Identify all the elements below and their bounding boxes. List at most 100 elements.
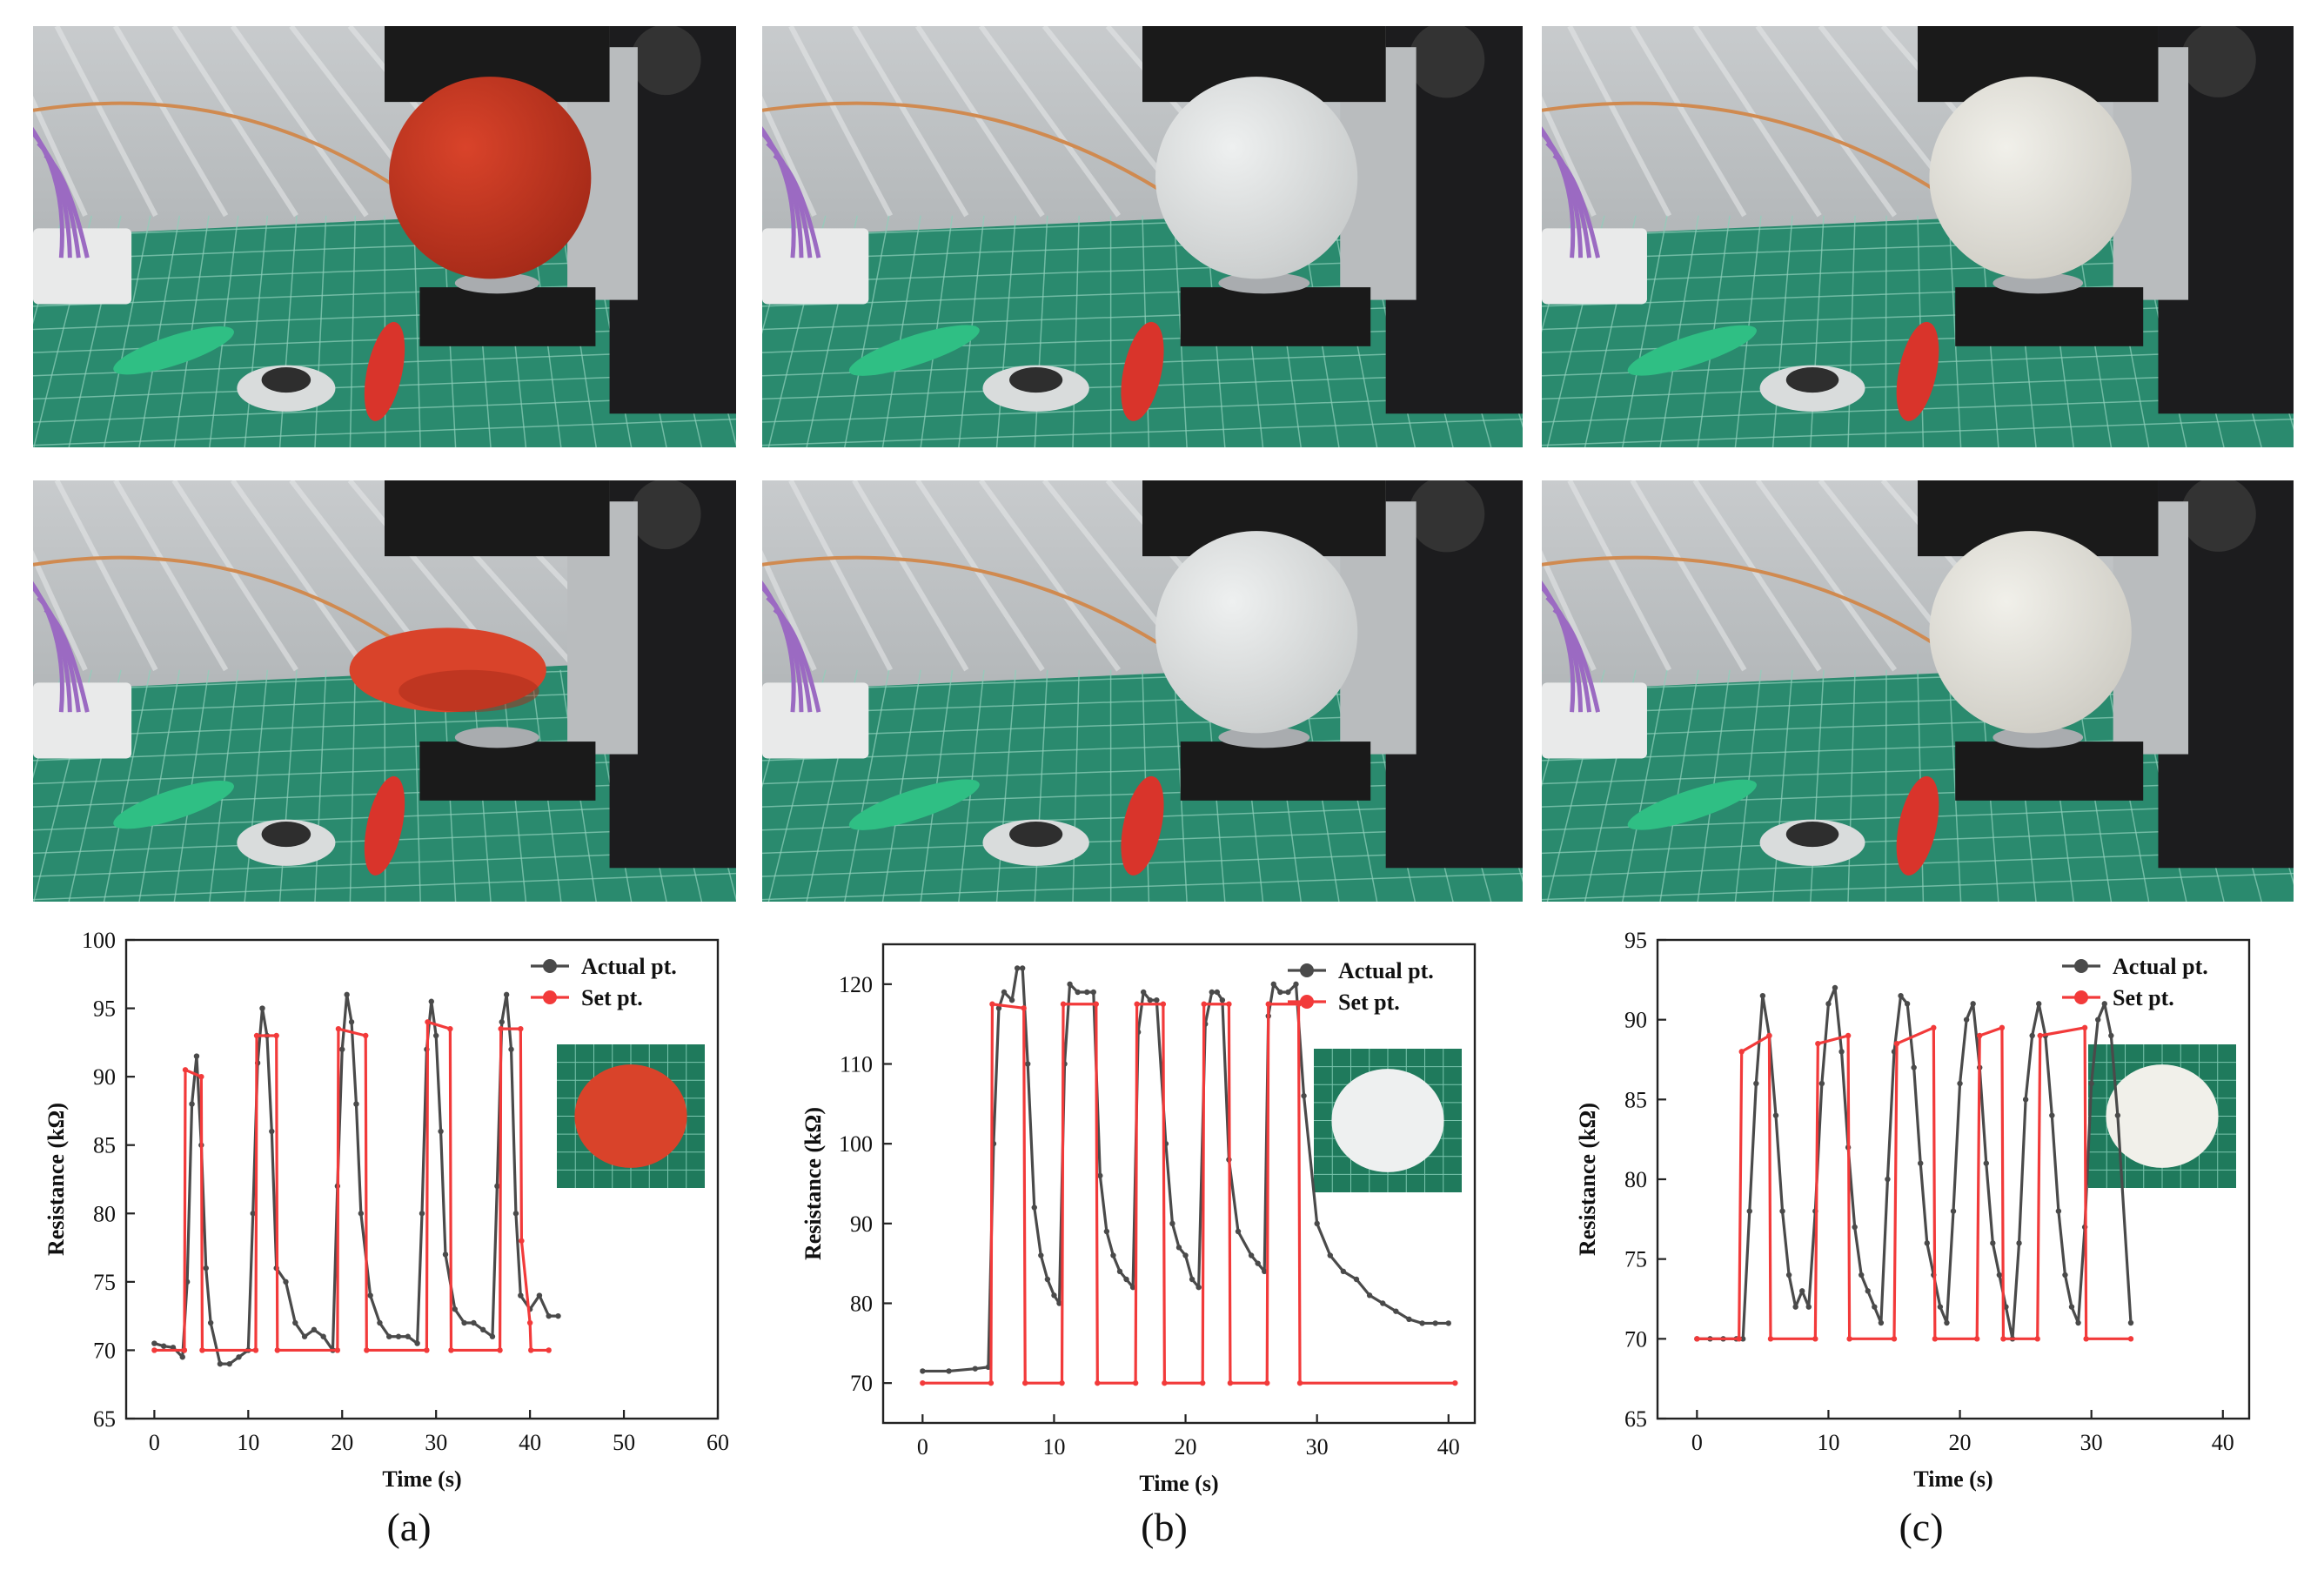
photo-a-top-svg [33, 26, 736, 447]
chart-1-series-0-point [1056, 1300, 1062, 1306]
pct-mat-gridline [1847, 215, 1856, 447]
pbt-gripper-wheel [1408, 26, 1485, 98]
chart-0-series-0-point [479, 1326, 486, 1333]
chart-0-series-0-point [494, 1183, 500, 1190]
pcb-orange-wire [1542, 555, 1957, 659]
chart-1-series-0-point [1277, 989, 1283, 996]
chart-0-series-0-point [386, 1333, 392, 1339]
chart-0-x-tick-label: 50 [613, 1430, 635, 1455]
chart-2-series-0-point [1838, 1049, 1845, 1055]
chart-0-series-1-point [253, 1032, 260, 1039]
chart-1-series-1-point [1264, 1379, 1270, 1386]
photo-a-bottom-svg [33, 480, 736, 902]
chart-2-series-0-point [1963, 1017, 1970, 1023]
chart-2-series-0-point [1944, 1319, 1950, 1326]
chart-2-series-1-point [1812, 1336, 1818, 1342]
chart-1-series-0-point [1214, 989, 1221, 996]
chart-2-y-tick-label: 80 [1624, 1167, 1647, 1192]
chart-0-legend-entry: Actual pt. [581, 954, 677, 979]
chart-1-series-0-point [1001, 989, 1008, 996]
chart-2-series-0-point [2075, 1319, 2081, 1326]
chart-1-series-0-point [1353, 1276, 1360, 1283]
chart-0-series-0-point [419, 1211, 425, 1217]
chart-2-series-0-point [1950, 1208, 1957, 1214]
pbt-purple-cable [773, 153, 821, 258]
chart-2-series-1-point [1977, 1032, 1983, 1039]
pcb-ceiling-stripe [1692, 480, 1822, 672]
chart-1-series-1-line [922, 1003, 1456, 1385]
chart-1-series-0-point [1270, 981, 1276, 988]
pct-orange-wire [1542, 101, 1957, 205]
chart-0-x-tick-label: 20 [331, 1430, 353, 1455]
chart-2-series-1-point [1999, 1024, 2006, 1031]
chart-2-series-1-point [2083, 1336, 2089, 1342]
chart-0-y-tick-label: 80 [93, 1201, 116, 1226]
chart-1-legend-marker [1300, 963, 1314, 977]
chart-0-y-tick-label: 90 [93, 1064, 116, 1090]
chart-1-x-axis-label: Time (s) [1139, 1471, 1218, 1496]
pct-ceiling-stripe [1542, 95, 1597, 218]
chart-2-series-0-point [1859, 1272, 1865, 1278]
pct-connector-block [1542, 228, 1647, 305]
chart-0-series-0-point [348, 1019, 355, 1025]
pcb-purple-cable [1542, 583, 1584, 713]
chart-0-series-1-point [363, 1032, 369, 1039]
chart-1-series-1-point [1095, 1379, 1101, 1386]
pat-mat-gridline [412, 215, 421, 447]
pbb-ceiling-stripe [978, 480, 1122, 672]
chart-2-series-1-point [1893, 1040, 1900, 1047]
chart-1-series-0-point [1314, 1220, 1320, 1227]
chart-0-x-axis-label: Time (s) [382, 1466, 461, 1492]
chart-1-series-0-point [1123, 1276, 1129, 1283]
chart-2-series-0-point [1818, 1080, 1825, 1087]
chart-1-series-1-point [988, 1379, 995, 1386]
chart-0-series-1-point [274, 1347, 280, 1353]
chart-0-inset-ball [574, 1064, 687, 1168]
pbb-green-clip [848, 779, 980, 830]
pab-mat-gridline [33, 872, 736, 901]
pab-gripper-top-arm [385, 480, 610, 557]
chart-2-series-0-point [1878, 1319, 1885, 1326]
chart-b-svg: 0 10 20 30 40 70 80 90 100 110 120 Time (s) Resistan… [800, 943, 1477, 1496]
pbb-purple-cable [773, 607, 821, 713]
pat-mat-gridline [33, 418, 736, 446]
pcb-ceiling-stripe [1630, 480, 1747, 672]
pat-ceiling-stripe [230, 26, 369, 218]
chart-2-series-0-point [2016, 1240, 2022, 1246]
chart-1-series-0-point [1219, 997, 1226, 1003]
chart-2-series-0-point [1753, 1080, 1759, 1087]
chart-2-series-0-point [1885, 1176, 1891, 1183]
chart-2-series-0-point [2055, 1208, 2062, 1214]
photo-b-bottom [762, 480, 1523, 902]
chart-2-series-0-point [1825, 1001, 1832, 1007]
chart-0-series-0-point [377, 1319, 383, 1326]
chart-1-x-tick-label: 10 [1042, 1434, 1065, 1460]
pbt-mat-gridline [1072, 215, 1080, 447]
pct-sensor-disc [1785, 367, 1839, 393]
chart-1-series-0-point [1169, 1220, 1175, 1227]
chart-0-series-0-point [179, 1354, 185, 1360]
chart-0-plot-frame [124, 938, 720, 1420]
chart-c-svg: 0 10 20 30 40 65 70 75 80 85 90 95 Time (s) Resistanc… [1575, 928, 2251, 1492]
pct-red-clip [1896, 321, 1939, 421]
chart-0-series-0-point [428, 998, 434, 1004]
chart-0-series-0-point [518, 1292, 524, 1299]
chart-1-legend-entry: Actual pt. [1338, 958, 1434, 983]
chart-1-series-0-point [1141, 989, 1147, 996]
chart-2-legend-entry: Set pt. [2113, 985, 2174, 1010]
pat-orange-wire [33, 101, 421, 205]
chart-0-series-0-point [452, 1306, 458, 1312]
pbt-purple-cable [766, 141, 813, 258]
chart-2-series-1-line [1697, 1026, 2131, 1340]
chart-1-x-tick-label: 30 [1306, 1434, 1329, 1460]
chart-1-series-0-point [1175, 1245, 1182, 1251]
chart-1-y-tick-label: 90 [850, 1211, 873, 1237]
chart-0-series-1-point [334, 1347, 341, 1353]
pct-gripper-pad [1992, 272, 2084, 294]
chart-1-series-0-point [1262, 1268, 1268, 1275]
pcb-mat-gridline [1542, 872, 2294, 901]
chart-1-series-0-point [1432, 1320, 1438, 1326]
chart-0-series-1-point [425, 1019, 431, 1025]
chart-2-series-0-point [2114, 1112, 2121, 1118]
chart-a: 0 10 20 30 40 50 60 65 70 75 80 85 90 95 100 Time (s) Re… [26, 918, 740, 1501]
